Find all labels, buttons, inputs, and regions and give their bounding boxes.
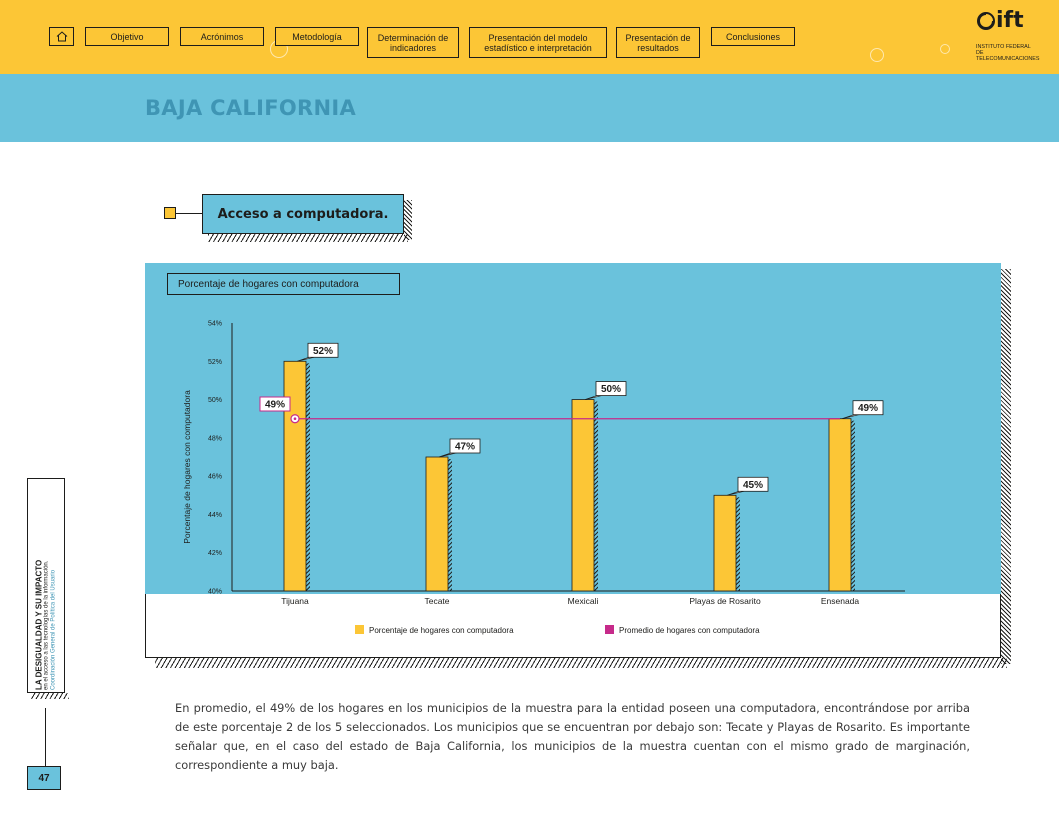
bar <box>571 399 595 592</box>
x-tick-label: Playas de Rosarito <box>689 596 761 606</box>
nav-determinacion-button[interactable]: Determinación de indicadores <box>367 27 459 58</box>
bar <box>828 418 852 592</box>
page-number: 47 <box>27 766 61 790</box>
data-label: 49% <box>858 403 878 414</box>
home-button[interactable] <box>49 27 74 46</box>
data-label-box <box>595 381 627 396</box>
section-connector <box>176 213 202 214</box>
decorative-circle <box>940 44 950 54</box>
bar <box>713 494 737 592</box>
shadow-hatch <box>208 234 408 242</box>
state-header-band <box>0 74 1059 142</box>
bar-shadow <box>594 401 598 591</box>
data-label: 50% <box>601 384 621 395</box>
section-title: Acceso a computadora. <box>202 194 404 234</box>
data-label-box <box>307 342 339 358</box>
data-label: 47% <box>455 442 475 453</box>
shadow-hatch <box>404 200 412 240</box>
chart-title-box: Porcentaje de hogares con computadora <box>167 273 400 295</box>
nav-acronimos-button[interactable]: Acrónimos <box>180 27 264 46</box>
nav-conclusiones-button[interactable]: Conclusiones <box>711 27 795 46</box>
sidebar-box <box>27 478 65 693</box>
y-tick-label: 54% <box>208 321 222 328</box>
data-label-box <box>852 400 884 416</box>
x-tick-label: Tecate <box>424 596 449 606</box>
nav-objetivo-button[interactable]: Objetivo <box>85 27 169 46</box>
ift-logo[interactable]: ift INSTITUTO FEDERAL DE TELECOMUNICACIO… <box>976 8 1056 64</box>
bar-shadow <box>448 459 452 591</box>
nav-modelo-button[interactable]: Presentación del modelo estadístico e in… <box>469 27 607 58</box>
y-tick-label: 42% <box>208 550 222 557</box>
summary-paragraph: En promedio, el 49% de los hogares en lo… <box>175 701 970 772</box>
bar <box>283 360 307 592</box>
bar-shadow <box>736 497 740 591</box>
decorative-circle <box>870 48 884 62</box>
x-tick-label: Tijuana <box>281 596 309 606</box>
section-bullet <box>164 207 176 219</box>
data-label: 52% <box>313 346 333 357</box>
average-label: 49% <box>265 400 285 411</box>
sidebar-hatch <box>31 693 69 699</box>
legend-swatch <box>605 625 614 634</box>
sidebar-label: LA DESIGUALDAD Y SU IMPACTO en el acceso… <box>35 480 58 690</box>
sidebar-title: LA DESIGUALDAD Y SU IMPACTO <box>34 559 44 690</box>
average-marker-dot <box>293 417 297 421</box>
ift-logo-mark: ift <box>976 8 1024 33</box>
x-tick-label: Ensenada <box>821 596 860 606</box>
y-axis-label: Porcentaje de hogares con computadora <box>182 390 192 544</box>
y-tick-label: 50% <box>208 397 222 404</box>
legend-label: Promedio de hogares con computadora <box>619 626 760 635</box>
nav-metodologia-button[interactable]: Metodología <box>275 27 359 46</box>
y-tick-label: 44% <box>208 512 222 519</box>
ift-logo-subtitle: INSTITUTO FEDERAL DE TELECOMUNICACIONES <box>976 44 1040 62</box>
bar-shadow <box>851 420 855 591</box>
data-label-box <box>449 438 481 454</box>
bar <box>425 456 449 592</box>
page-title: BAJA CALIFORNIA <box>145 96 357 120</box>
home-icon <box>56 31 67 42</box>
chart-shadow-hatch <box>155 658 1007 668</box>
chart-shadow-hatch <box>1001 269 1011 664</box>
nav-resultados-button[interactable]: Presentación de resultados <box>616 27 700 58</box>
data-label: 45% <box>743 480 763 491</box>
y-tick-label: 46% <box>208 474 222 481</box>
sidebar-org: Coordinación General de Política del Usu… <box>50 569 57 690</box>
ift-logo-text: ift <box>996 8 1024 33</box>
legend-label: Porcentaje de hogares con computadora <box>369 626 514 635</box>
bar-chart: 40% 42% 44% 46% 48% 50% 52% 54% Porcentaje de ho… <box>182 321 905 635</box>
legend-swatch <box>355 625 364 634</box>
x-tick-label: Mexicali <box>568 596 599 606</box>
ift-symbol-icon <box>977 11 995 30</box>
data-label-box <box>737 476 769 492</box>
y-tick-label: 48% <box>208 435 222 442</box>
bar-shadow <box>306 363 310 591</box>
sidebar-subtitle: en el acceso a las tecnologías de la inf… <box>43 560 50 690</box>
sidebar-connector <box>45 708 46 766</box>
average-label-box <box>259 396 291 412</box>
y-tick-label: 40% <box>208 589 222 596</box>
y-tick-label: 52% <box>208 359 222 366</box>
